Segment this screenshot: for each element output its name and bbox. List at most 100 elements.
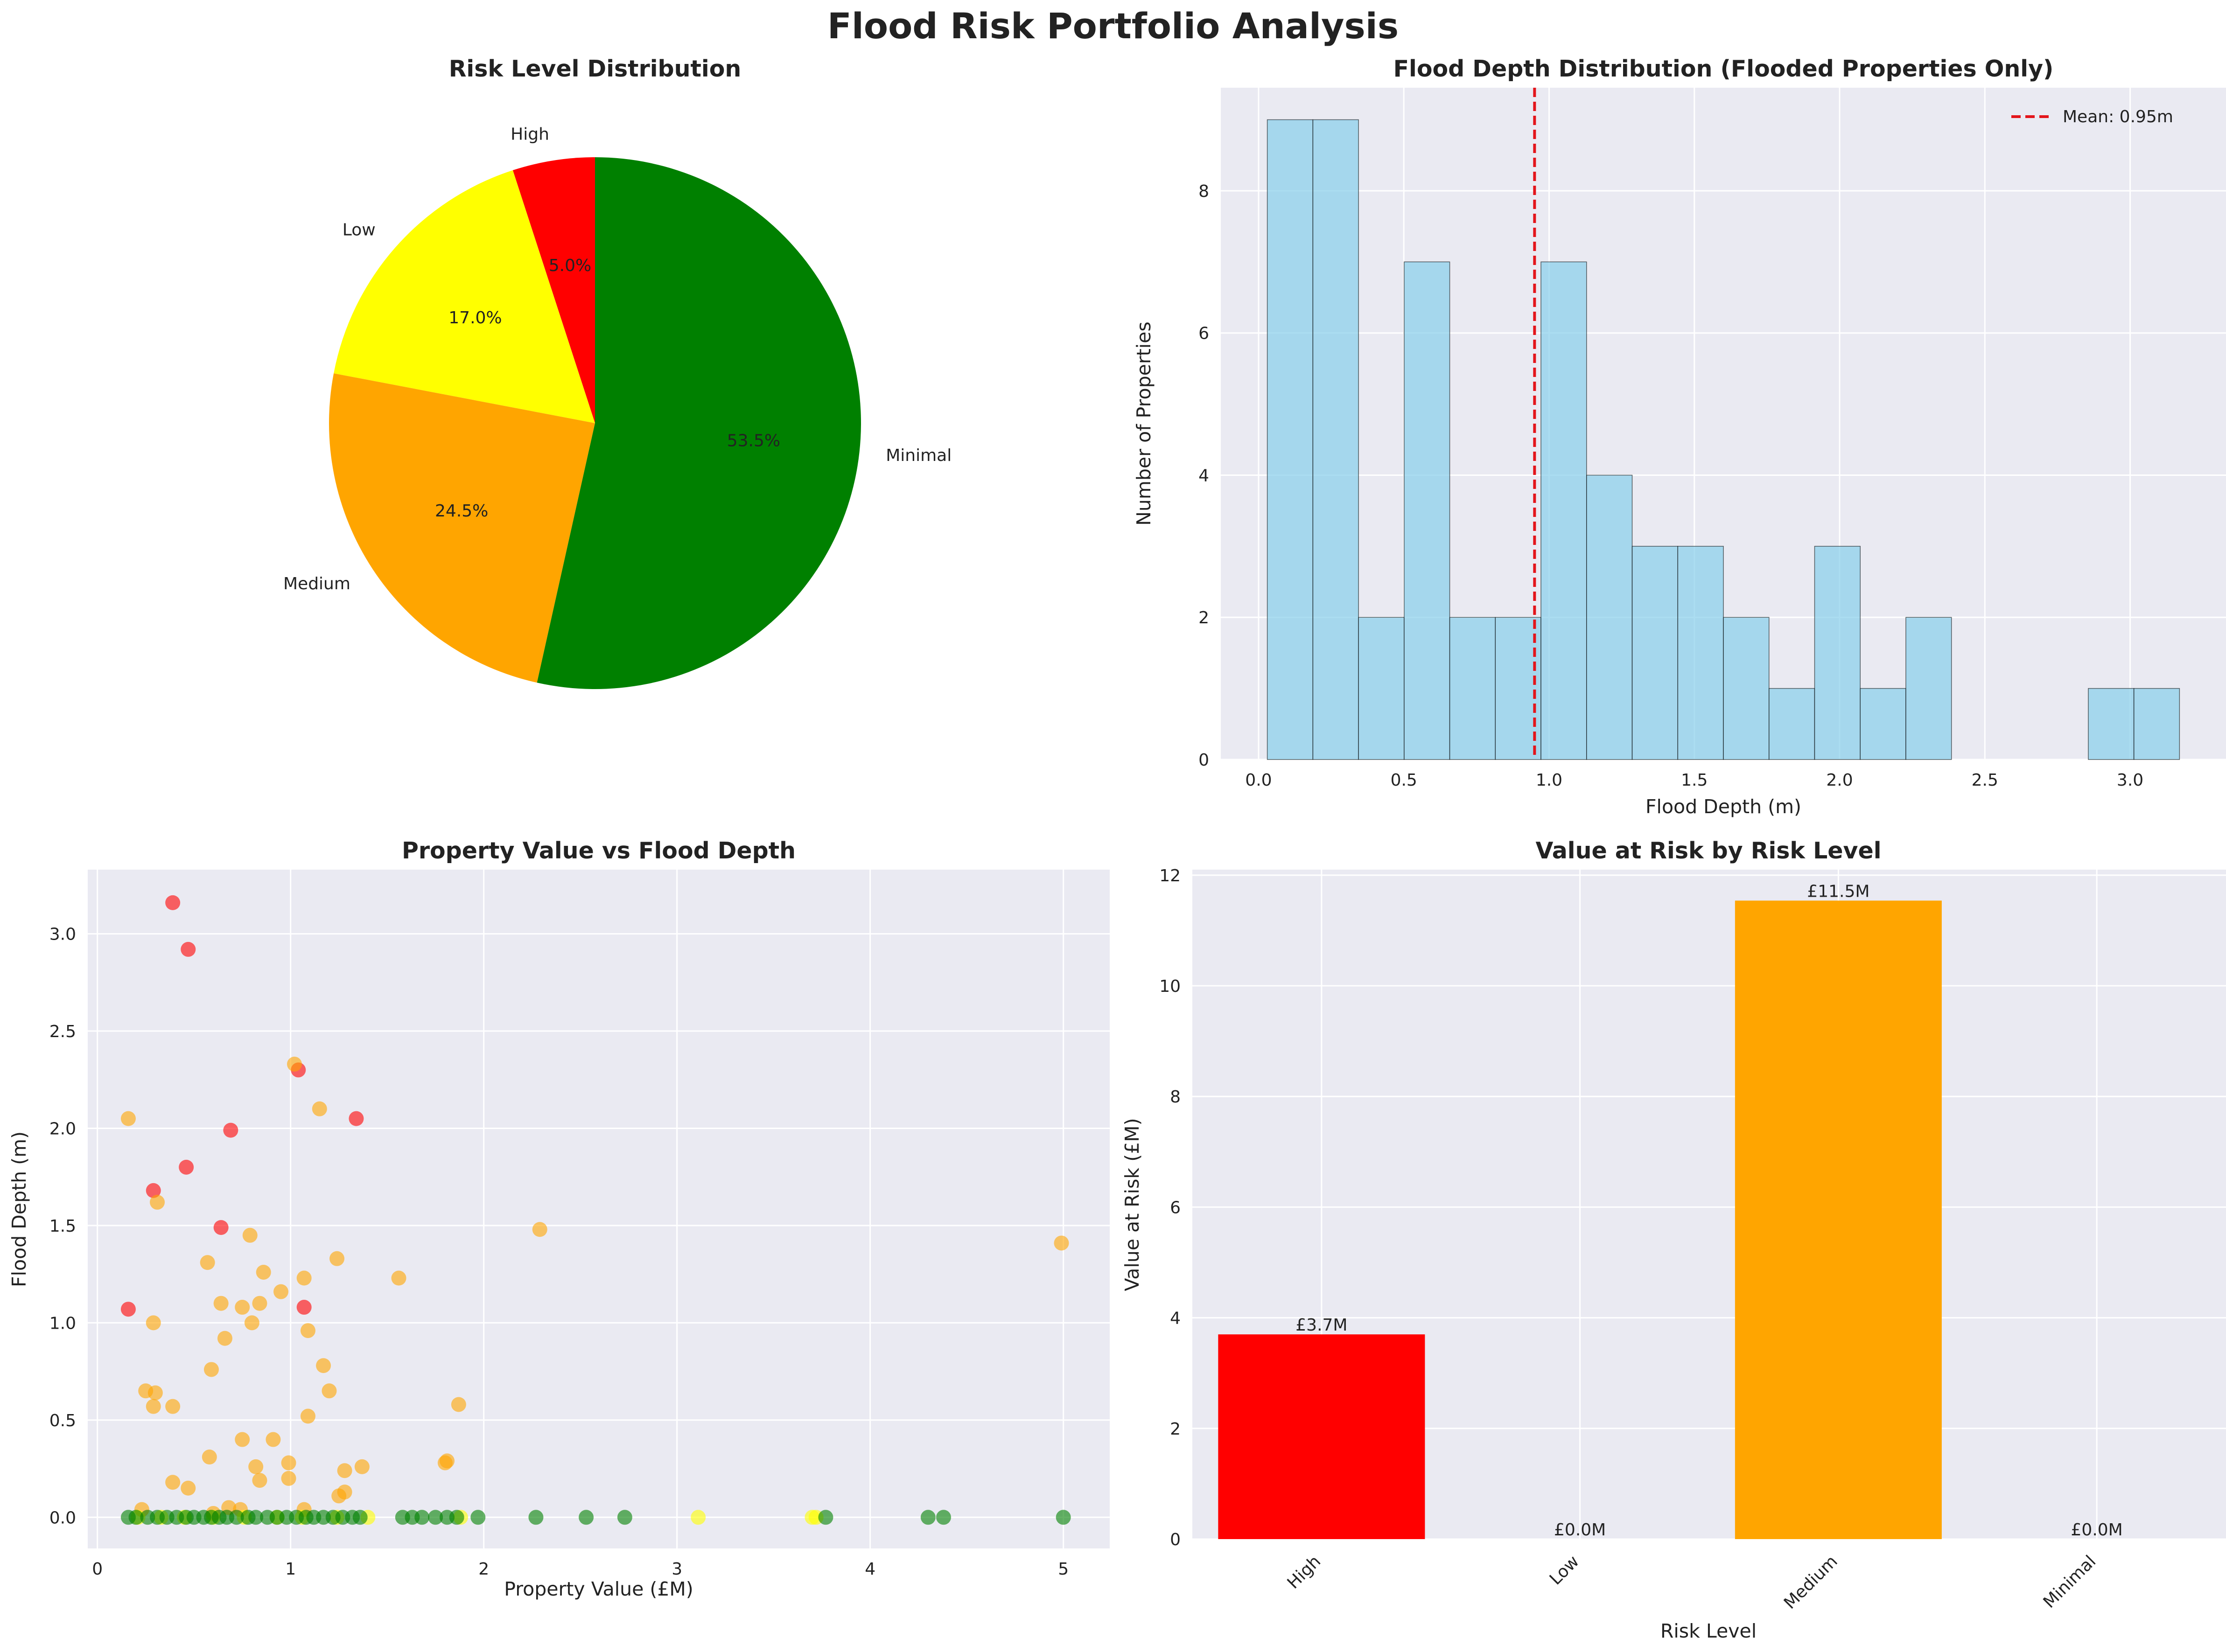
scatter-point-medium-13 xyxy=(213,1296,229,1311)
scatter-point-high-0 xyxy=(165,895,181,910)
scatter-point-medium-24 xyxy=(147,1385,163,1401)
scatter-point-medium-37 xyxy=(337,1463,352,1478)
scatter-point-medium-1 xyxy=(287,1056,302,1072)
scatter-y-tick-1-5: 1.5 xyxy=(49,1217,76,1236)
bar-value-label-minimal: £0.0M xyxy=(2071,1520,2123,1540)
pie-label-high: High xyxy=(511,125,549,144)
scatter-point-medium-16 xyxy=(244,1315,259,1331)
scatter-point-minimal-28 xyxy=(414,1510,430,1525)
scatter-point-medium-17 xyxy=(146,1315,161,1331)
scatter-point-medium-39 xyxy=(252,1473,267,1488)
scatter-point-minimal-33 xyxy=(528,1510,544,1525)
histogram-x-tick-0-5: 0.5 xyxy=(1391,771,1417,790)
histogram-x-tick-2-5: 2.5 xyxy=(1972,771,1998,790)
histogram-y-axis-label: Number of Properties xyxy=(1133,321,1155,526)
scatter-point-minimal-37 xyxy=(920,1510,936,1525)
pie-slices: High 5.0% Low 17.0% Medium 24.5% Minimal 53.5% xyxy=(283,125,952,689)
scatter-point-minimal-38 xyxy=(936,1510,951,1525)
pie-slice-low xyxy=(334,170,595,423)
histogram-x-tick-3-0: 3.0 xyxy=(2117,771,2143,790)
histogram-bar-7 xyxy=(1586,474,1633,760)
scatter-point-medium-11 xyxy=(391,1270,406,1286)
scatter-point-minimal-34 xyxy=(579,1510,594,1525)
scatter-point-medium-29 xyxy=(266,1432,281,1447)
bar-value-label-high: £3.7M xyxy=(1295,1316,1347,1335)
scatter-point-high-4 xyxy=(349,1111,364,1126)
bar-medium xyxy=(1735,900,1942,1539)
histogram-bar-0 xyxy=(1267,119,1314,760)
scatter-point-medium-28 xyxy=(300,1408,315,1424)
histogram-y-tick-4: 4 xyxy=(1198,466,1209,485)
histogram-bar-2 xyxy=(1358,617,1405,760)
scatter-point-medium-31 xyxy=(202,1450,217,1465)
scatter-point-medium-38 xyxy=(281,1471,296,1486)
histogram-title: Flood Depth Distribution (Flooded Proper… xyxy=(1393,56,2054,82)
scatter-y-tick-2-0: 2.0 xyxy=(49,1119,76,1138)
scatter-y-tick-0-5: 0.5 xyxy=(49,1411,76,1430)
scatter-point-medium-34 xyxy=(248,1459,264,1474)
histogram-x-tick-1-0: 1.0 xyxy=(1536,771,1562,790)
histogram-x-tick-0-0: 0.0 xyxy=(1245,771,1272,790)
scatter-point-high-7 xyxy=(213,1220,229,1235)
histogram-x-axis-label: Flood Depth (m) xyxy=(1645,795,1801,818)
scatter-point-medium-3 xyxy=(150,1194,165,1210)
histogram-bar-6 xyxy=(1540,261,1587,760)
histogram-ticks: 0.0 0.5 1.0 1.5 2.0 2.5 3.0 0 2 4 6 8 xyxy=(1198,182,2143,790)
histogram-bar-11 xyxy=(1768,688,1815,760)
pie-pct-low: 17.0% xyxy=(448,308,502,328)
histogram-bar-8 xyxy=(1631,546,1679,760)
bar-y-tick-6: 6 xyxy=(1170,1198,1181,1217)
histogram-bar-3 xyxy=(1404,261,1450,760)
scatter-point-minimal-1 xyxy=(128,1510,144,1525)
bar-rects: £3.7M £0.0M £11.5M £0.0M xyxy=(1218,882,2123,1540)
pie-slice-high xyxy=(512,157,595,423)
histogram-y-tick-8: 8 xyxy=(1198,182,1209,201)
bar-y-tick-10: 10 xyxy=(1159,977,1181,996)
pie-slice-medium xyxy=(329,373,595,683)
histogram-bars xyxy=(1267,119,2180,760)
scatter-point-minimal-29 xyxy=(428,1510,443,1525)
bar-y-axis-label: Value at Risk (£M) xyxy=(1121,1118,1143,1291)
scatter-point-medium-33 xyxy=(354,1459,370,1474)
scatter-point-medium-25 xyxy=(146,1399,161,1414)
scatter-point-medium-4 xyxy=(532,1222,547,1237)
histogram-y-tick-2: 2 xyxy=(1198,608,1209,627)
scatter-x-tick-1: 1 xyxy=(285,1560,296,1579)
histogram-bar-1 xyxy=(1312,119,1359,760)
scatter-ticks: 0 1 2 3 4 5 0.0 0.5 1.0 1.5 2.0 2.5 3.0 xyxy=(49,925,1069,1579)
histogram-bar-9 xyxy=(1677,546,1724,760)
scatter-point-medium-12 xyxy=(273,1284,288,1299)
bar-x-tick-low: Low xyxy=(1546,1552,1583,1589)
bar-y-tick-8: 8 xyxy=(1170,1087,1181,1107)
bar-x-tick-minimal: Minimal xyxy=(2040,1552,2100,1612)
scatter-y-tick-1-0: 1.0 xyxy=(49,1314,76,1333)
scatter-point-minimal-32 xyxy=(470,1510,486,1525)
figure-title: Flood Risk Portfolio Analysis xyxy=(827,5,1399,47)
scatter-point-medium-27 xyxy=(451,1397,466,1412)
scatter-point-medium-43 xyxy=(331,1488,347,1504)
scatter-point-medium-9 xyxy=(256,1264,271,1280)
bar-chart-title: Value at Risk by Risk Level xyxy=(1535,837,1881,864)
histogram-bar-4 xyxy=(1449,617,1496,760)
histogram-legend: Mean: 0.95m xyxy=(2011,107,2173,126)
scatter-x-tick-3: 3 xyxy=(672,1560,682,1579)
histogram-bar-19 xyxy=(2133,688,2180,760)
scatter-point-minimal-39 xyxy=(1056,1510,1071,1525)
scatter-chart-panel: Property Value vs Flood Depth 0 1 2 3 4 50.00… xyxy=(8,837,1110,1600)
scatter-point-minimal-35 xyxy=(617,1510,632,1525)
bar-x-tick-medium: Medium xyxy=(1780,1552,1841,1613)
scatter-point-medium-10 xyxy=(296,1270,312,1286)
histogram-bar-10 xyxy=(1723,617,1770,760)
pie-pct-medium: 24.5% xyxy=(435,502,488,521)
pie-label-low: Low xyxy=(343,220,376,239)
scatter-point-high-3 xyxy=(223,1122,238,1138)
histogram-bar-13 xyxy=(1860,688,1906,760)
scatter-point-medium-32 xyxy=(281,1455,296,1471)
bar-y-tick-4: 4 xyxy=(1170,1309,1181,1328)
scatter-x-tick-2: 2 xyxy=(478,1560,489,1579)
pie-label-minimal: Minimal xyxy=(886,446,952,465)
scatter-y-axis-label: Flood Depth (m) xyxy=(8,1131,30,1287)
histogram-panel: Flood Depth Distribution (Flooded Proper… xyxy=(1133,56,2226,818)
scatter-point-minimal-12 xyxy=(229,1510,244,1525)
scatter-point-medium-20 xyxy=(316,1358,331,1373)
